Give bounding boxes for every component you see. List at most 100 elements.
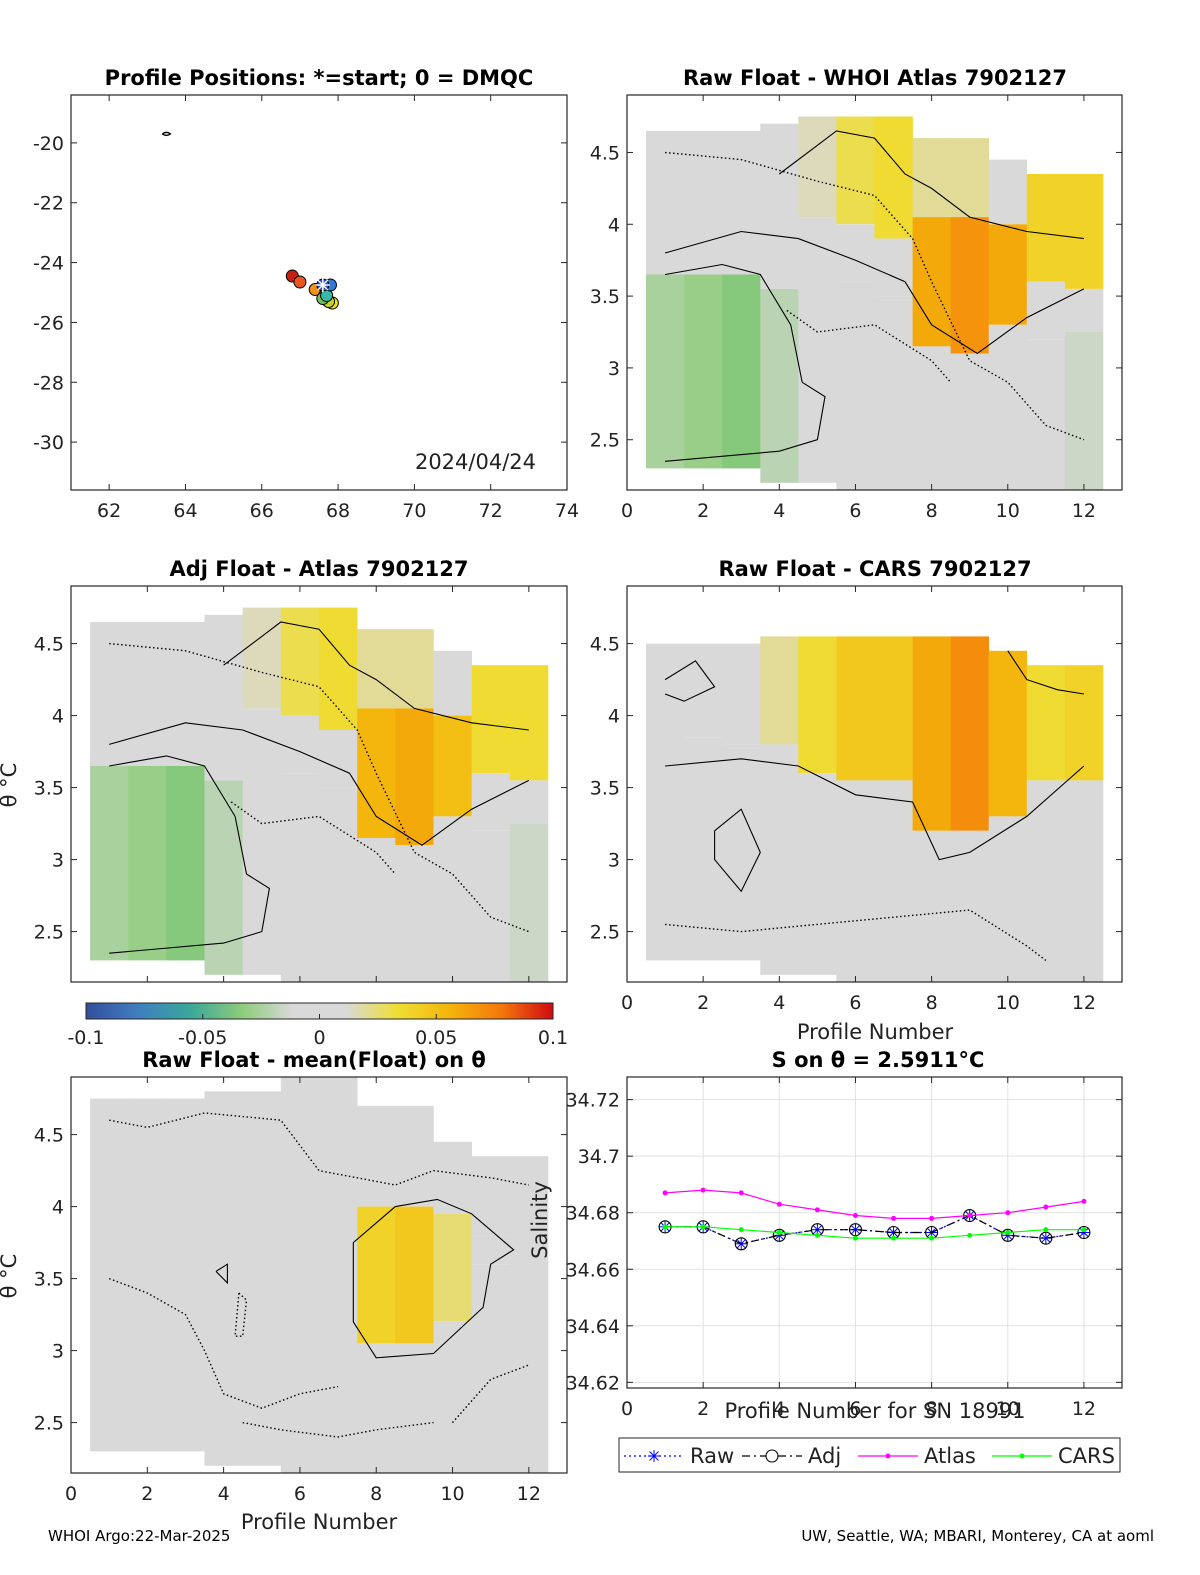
coastline-contour bbox=[161, 131, 172, 137]
x-tick-label: 66 bbox=[250, 500, 274, 522]
data-point bbox=[738, 1190, 744, 1196]
heatmap-cell bbox=[433, 1213, 472, 1322]
heatmap-cell bbox=[242, 708, 282, 975]
heatmap-cell bbox=[242, 1091, 282, 1466]
x-tick-label: 2 bbox=[141, 1483, 153, 1505]
legend-label: Raw bbox=[690, 1444, 734, 1468]
heatmap-cell bbox=[204, 730, 243, 781]
y-tick-label: 3 bbox=[52, 1341, 64, 1363]
heatmap-cell bbox=[395, 1206, 434, 1344]
heatmap-cell bbox=[836, 636, 875, 781]
contour-line bbox=[714, 808, 761, 893]
heatmap-cell bbox=[874, 116, 913, 239]
heatmap-cell bbox=[128, 1098, 167, 1452]
heatmap-cell bbox=[684, 130, 723, 275]
x-tick-label: 2 bbox=[697, 1398, 709, 1420]
y-tick-label: 34.68 bbox=[566, 1203, 620, 1225]
heatmap-cell bbox=[357, 1105, 396, 1207]
data-point bbox=[929, 1215, 935, 1221]
heatmap-cell bbox=[646, 730, 685, 961]
heatmap-cell bbox=[798, 116, 837, 217]
contour-line bbox=[109, 642, 530, 933]
contour-line bbox=[230, 801, 396, 875]
heatmap-cell bbox=[874, 238, 913, 297]
raw-whoi-atlas-panel: Raw Float - WHOI Atlas 7902127 0 2 4 6 8 10 12… bbox=[590, 66, 1123, 522]
legend-item-atlas: Atlas bbox=[858, 1444, 976, 1468]
heatmap-cell bbox=[1026, 780, 1066, 982]
series-atlas bbox=[662, 1187, 1087, 1221]
x-tick-label: 12 bbox=[1072, 500, 1096, 522]
salinity-title: S on θ = 2.5911°C bbox=[772, 1048, 985, 1072]
y-tick-label: 34.62 bbox=[566, 1372, 620, 1394]
x-tick-label: 0 bbox=[65, 1483, 77, 1505]
heatmap-cell bbox=[988, 224, 1028, 325]
x-tick-label: 8 bbox=[370, 1483, 382, 1505]
contour-line bbox=[1007, 650, 1084, 695]
legend-box bbox=[618, 1437, 1121, 1473]
colorbar-tick-label: -0.1 bbox=[67, 1027, 104, 1049]
contour-line bbox=[665, 151, 1085, 441]
x-tick-label: 4 bbox=[773, 992, 785, 1014]
contour-line bbox=[778, 130, 1084, 240]
contour-line bbox=[665, 263, 826, 462]
raw-mean-ylabel: θ °C bbox=[0, 1254, 21, 1299]
heatmap-cell bbox=[471, 830, 511, 982]
data-point bbox=[700, 1187, 706, 1193]
heatmap-cell bbox=[912, 830, 951, 982]
heatmap-cell bbox=[874, 296, 913, 490]
heatmap-cell bbox=[950, 138, 990, 218]
y-tick-label: 34.66 bbox=[566, 1259, 620, 1281]
legend-label: Atlas bbox=[924, 1444, 976, 1468]
x-tick-label: 0 bbox=[621, 992, 633, 1014]
x-tick-label: 0 bbox=[621, 500, 633, 522]
data-point bbox=[700, 1224, 706, 1230]
heatmap-cell bbox=[471, 665, 511, 774]
heatmap-cell bbox=[319, 1077, 358, 1473]
axes-frame bbox=[626, 94, 1123, 491]
y-tick-label: 34.72 bbox=[566, 1090, 620, 1112]
heatmap-cell bbox=[722, 274, 761, 469]
axes-frame bbox=[626, 585, 1123, 983]
contour-line bbox=[786, 309, 952, 383]
heatmap-cell bbox=[204, 614, 243, 730]
data-point bbox=[772, 1228, 786, 1242]
y-tick-label: -22 bbox=[33, 193, 64, 215]
data-point bbox=[852, 1213, 858, 1219]
x-tick-label: 4 bbox=[773, 1398, 785, 1420]
y-tick-label: -28 bbox=[33, 372, 64, 394]
heatmap-cells bbox=[646, 636, 1104, 982]
legend-label: CARS bbox=[1058, 1444, 1115, 1468]
contour-line bbox=[109, 722, 530, 846]
colorbar-tick-label: 0.05 bbox=[415, 1027, 457, 1049]
data-point bbox=[734, 1237, 748, 1251]
x-tick-label: 10 bbox=[996, 500, 1020, 522]
series-line bbox=[665, 1214, 1084, 1245]
x-tick-label: 4 bbox=[218, 1483, 230, 1505]
contour-line bbox=[664, 660, 716, 702]
heatmap-cell bbox=[798, 217, 837, 483]
y-tick-label: 4 bbox=[608, 214, 620, 236]
heatmap-cell bbox=[836, 780, 875, 982]
x-tick-label: 10 bbox=[996, 992, 1020, 1014]
series-line bbox=[665, 1214, 1084, 1245]
heatmap-cell bbox=[471, 1264, 511, 1473]
heatmap-cell bbox=[166, 1098, 205, 1452]
axes-frame bbox=[70, 94, 568, 491]
contour-line bbox=[665, 758, 1085, 861]
contour-line bbox=[109, 755, 271, 954]
start-star-marker bbox=[315, 278, 330, 293]
legend-marker bbox=[1019, 1453, 1025, 1459]
data-point bbox=[967, 1232, 973, 1238]
contour-line bbox=[451, 1364, 530, 1424]
data-point bbox=[776, 1230, 782, 1235]
heatmap-cell bbox=[722, 130, 761, 275]
heatmap-cell bbox=[433, 650, 472, 716]
heatmap-cell bbox=[912, 636, 951, 831]
heatmap-cell bbox=[760, 636, 799, 745]
heatmap-cell bbox=[798, 636, 837, 774]
data-point bbox=[662, 1190, 668, 1196]
data-point bbox=[1005, 1230, 1011, 1235]
contour-line bbox=[242, 1421, 434, 1438]
raw-mean-title: Raw Float - mean(Float) on θ bbox=[142, 1048, 486, 1072]
